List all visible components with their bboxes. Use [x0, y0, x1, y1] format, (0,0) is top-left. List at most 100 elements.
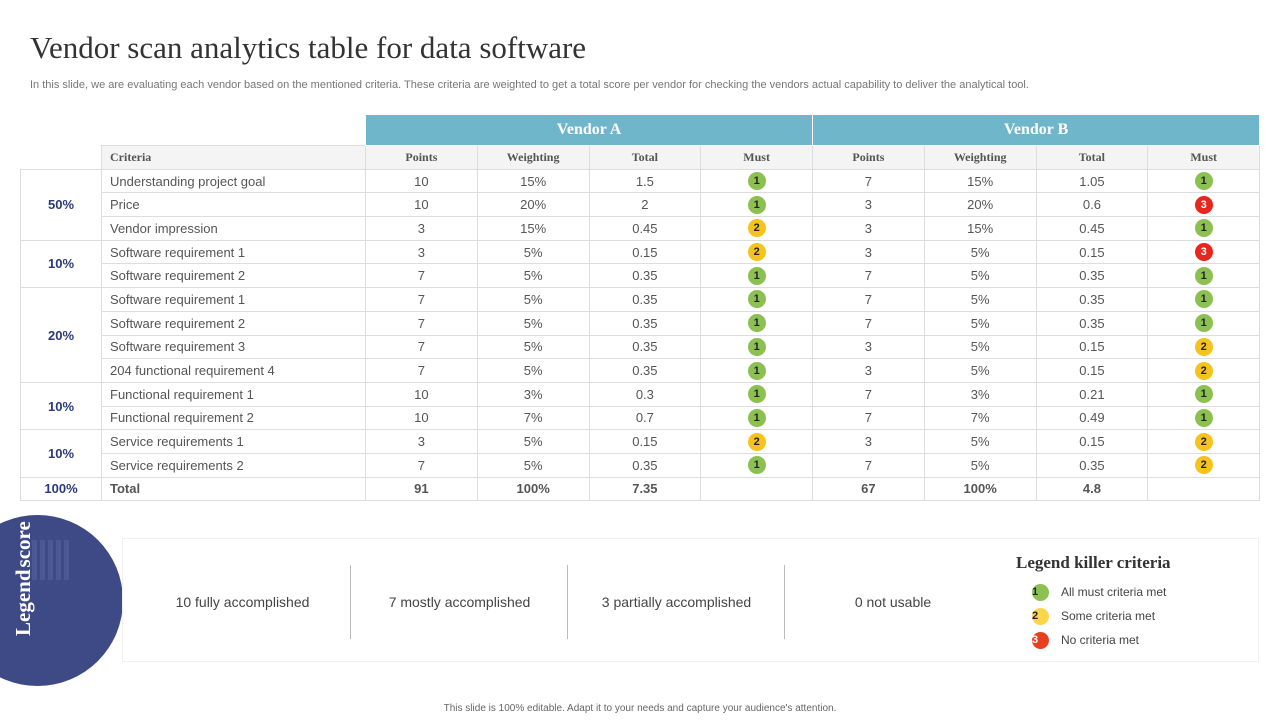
table-cell: 0.15 — [1035, 429, 1149, 454]
table-cell: 1 — [1147, 310, 1261, 336]
table-cell: 15% — [476, 168, 590, 194]
table-cell: 1 — [700, 287, 814, 312]
table-cell: 0.45 — [588, 216, 702, 241]
criteria-cell: Service requirements 1 — [101, 429, 366, 454]
table-cell: 3 — [1147, 239, 1261, 265]
table-cell: 20% — [923, 192, 1037, 218]
table-cell: 3 — [365, 429, 478, 454]
criteria-cell: 204 functional requirement 4 — [101, 358, 366, 383]
table-cell: 0.15 — [588, 429, 702, 454]
criteria-cell: Vendor impression — [101, 216, 366, 241]
table-cell: 5% — [923, 287, 1037, 312]
table-cell: 0.35 — [1035, 310, 1149, 336]
table-cell: 7 — [365, 287, 478, 312]
must-badge-1-icon: 1 — [747, 172, 766, 191]
score-item: 7 mostly accomplished — [352, 565, 568, 639]
table-cell: 0.35 — [588, 334, 702, 360]
page-title: Vendor scan analytics table for data sof… — [30, 30, 587, 65]
must-badge-1-icon: 1 — [1194, 172, 1213, 191]
table-cell: 7 — [812, 381, 925, 407]
vendor-a-header: Vendor A — [364, 114, 814, 146]
table-row: 50% Understanding project goal 10 15% 1.5 1 7 1… — [20, 168, 1261, 241]
table-cell: 0.35 — [588, 263, 702, 289]
table-cell: 0.49 — [1035, 405, 1149, 431]
criteria-cell: Functional requirement 1 — [101, 381, 366, 407]
table-cell: 1 — [700, 334, 814, 360]
table-cell: 0.35 — [1035, 263, 1149, 289]
column-header: Must — [1147, 145, 1261, 170]
table-cell: 7 — [812, 405, 925, 431]
table-cell: 0.35 — [1035, 287, 1149, 312]
must-badge-1-icon: 1 — [747, 385, 766, 404]
table-cell: 1 — [1147, 287, 1261, 312]
must-badge-1-icon: 1 — [747, 456, 766, 475]
table-cell: 7 — [365, 334, 478, 360]
table-cell: 7 — [812, 310, 925, 336]
table-cell: 100% — [923, 476, 1037, 502]
table-cell: 1 — [700, 405, 814, 431]
must-badge-2-icon: 2 — [1194, 432, 1213, 451]
legend-killer-item: 2 Some criteria met — [1032, 607, 1171, 625]
table-cell: 0.35 — [588, 452, 702, 478]
table-cell: 91 — [365, 476, 478, 502]
must-badge-1-icon: 1 — [1194, 314, 1213, 333]
legend-killer-label: Some criteria met — [1061, 609, 1156, 623]
group-weight: 10% — [20, 381, 102, 431]
legend-killer-item: 1 All must criteria met — [1032, 583, 1171, 601]
must-badge-1-icon: 1 — [1194, 219, 1213, 238]
total-label: Total — [101, 476, 366, 502]
table-cell: 2 — [588, 192, 702, 218]
badge-1-icon: 1 — [1032, 583, 1049, 601]
table-cell: 3% — [476, 381, 590, 407]
column-header: Must — [700, 145, 814, 170]
table-row: 204 functional requirement 4 7 5% 0.35 1 3 5% 0… — [21, 358, 1261, 383]
criteria-cell: Software requirement 3 — [101, 334, 366, 360]
table-cell: 10 — [365, 168, 478, 194]
table-cell: 0.6 — [1035, 192, 1149, 218]
table-cell — [700, 476, 814, 502]
table-cell: 5% — [923, 358, 1037, 383]
must-badge-1-icon: 1 — [747, 337, 766, 356]
table-cell: 7 — [365, 358, 478, 383]
must-badge-1-icon: 1 — [1194, 290, 1213, 309]
legend-killer-label: All must criteria met — [1061, 585, 1167, 599]
table-cell: 1 — [1147, 263, 1261, 289]
table-row: Service requirements 2 7 5% 0.35 1 7 5% 0.35 2 — [21, 452, 1261, 478]
must-badge-3-icon: 3 — [1194, 243, 1213, 262]
table-cell: 1 — [700, 452, 814, 478]
criteria-cell: Price — [101, 192, 366, 218]
table-cell: 0.45 — [1035, 216, 1149, 241]
table-cell: 10 — [365, 405, 478, 431]
table-cell: 20% — [476, 192, 590, 218]
table-cell: 3 — [812, 358, 925, 383]
table-cell: 0.21 — [1035, 381, 1149, 407]
group-weight: 10% — [20, 239, 102, 289]
legend-score-line1: Legend — [11, 569, 35, 636]
table-cell: 3% — [923, 381, 1037, 407]
score-item: 10 fully accomplished — [135, 565, 351, 639]
must-badge-1-icon: 1 — [747, 314, 766, 333]
table-cell: 1 — [1147, 168, 1261, 194]
table-cell: 1 — [1147, 381, 1261, 407]
table-cell: 1 — [1147, 405, 1261, 431]
vendor-b-header: Vendor B — [812, 114, 1261, 146]
table-row: Vendor impression 3 15% 0.45 2 3 15% 0.45 1 — [21, 216, 1261, 241]
table-cell: 7% — [476, 405, 590, 431]
column-header: Points — [812, 145, 925, 170]
table-cell: 5% — [476, 263, 590, 289]
legend-card: 10 fully accomplished 7 mostly accomplis… — [122, 538, 1259, 662]
table-cell: 3 — [812, 334, 925, 360]
table-cell: 0.3 — [588, 381, 702, 407]
must-badge-2-icon: 2 — [1194, 456, 1213, 475]
table-cell: 1 — [700, 381, 814, 407]
must-badge-2-icon: 2 — [1194, 337, 1213, 356]
table-cell: 1 — [700, 310, 814, 336]
criteria-cell: Service requirements 2 — [101, 452, 366, 478]
total-weight: 100% — [20, 476, 102, 502]
table-cell: 5% — [923, 429, 1037, 454]
table-cell: 1 — [700, 192, 814, 218]
must-badge-2-icon: 2 — [1194, 361, 1213, 380]
table-cell: 3 — [812, 192, 925, 218]
group-weight: 10% — [20, 429, 102, 478]
table-cell: 10 — [365, 381, 478, 407]
